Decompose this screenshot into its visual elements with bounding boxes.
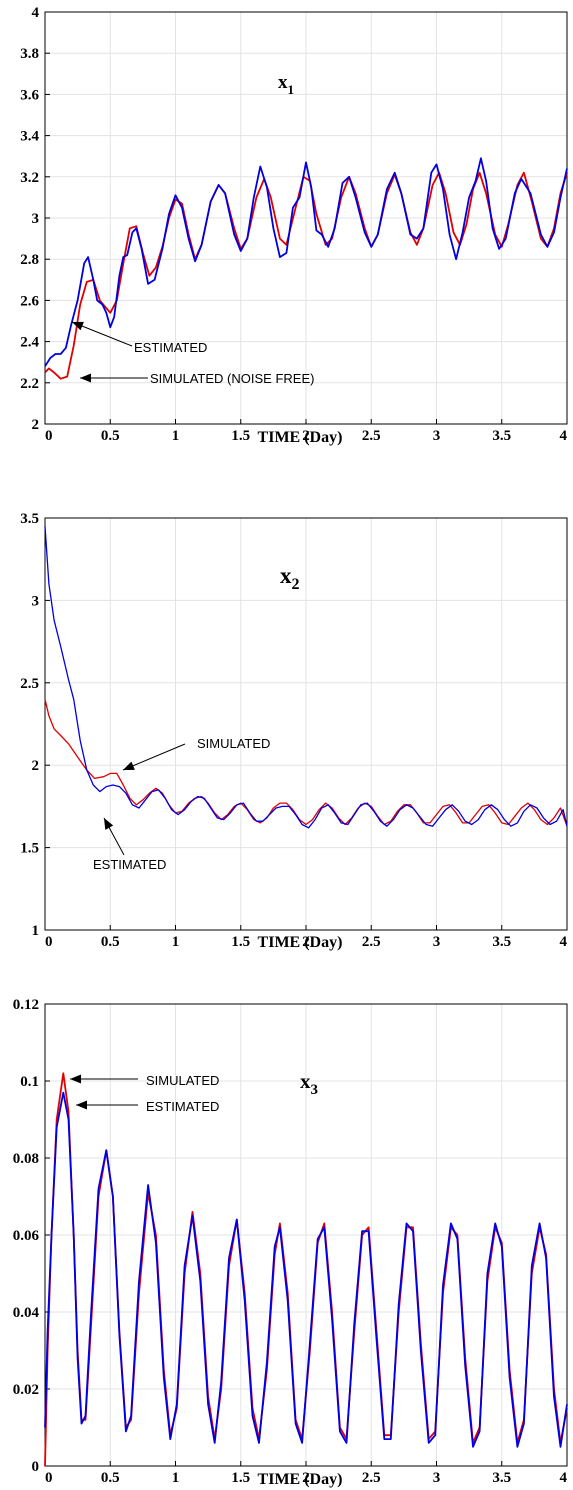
x-tick-label: 3 xyxy=(433,934,441,950)
x-tick-label: 2.5 xyxy=(362,428,381,444)
y-tick-label: 3.4 xyxy=(20,129,39,145)
annotation-arrow-head xyxy=(123,761,135,770)
annotation-label: SIMULATED xyxy=(146,1073,219,1088)
y-tick-label: 1.5 xyxy=(20,841,39,857)
y-tick-label: 0.08 xyxy=(13,1151,39,1167)
annotation-arrow-head xyxy=(80,373,91,383)
x-tick-label: 1 xyxy=(172,1470,180,1486)
y-tick-label: 0.1 xyxy=(20,1074,39,1090)
y-tick-label: 2.2 xyxy=(20,376,39,392)
x-tick-label: 0.5 xyxy=(101,1470,120,1486)
x-tick-label: 4 xyxy=(560,428,568,444)
x-tick-label: 0.5 xyxy=(101,934,120,950)
x-tick-label: 3.5 xyxy=(492,428,511,444)
y-tick-label: 0 xyxy=(32,1459,40,1475)
x-tick-label: 2.5 xyxy=(362,1470,381,1486)
annotation-arrow-head xyxy=(70,1074,81,1084)
chart-title: x1 xyxy=(278,72,294,97)
x-axis-label: TIME (Day) xyxy=(258,934,343,951)
x-tick-label: 2 xyxy=(302,428,310,444)
y-tick-label: 3 xyxy=(32,211,40,227)
x-tick-label: 1 xyxy=(172,934,180,950)
annotation-label: SIMULATED xyxy=(197,736,270,751)
plot-frame xyxy=(44,11,568,425)
x-tick-label: 0 xyxy=(45,1470,53,1486)
y-tick-label: 3.2 xyxy=(20,170,39,186)
annotation-arrow-line xyxy=(122,743,186,771)
y-tick-label: 3.6 xyxy=(20,87,39,103)
x-tick-label: 3 xyxy=(433,428,441,444)
y-tick-label: 3 xyxy=(32,593,40,609)
x-tick-label: 0 xyxy=(45,428,53,444)
x-tick-label: 2.5 xyxy=(362,934,381,950)
chart-title: x3 xyxy=(300,1069,318,1098)
x-tick-label: 4 xyxy=(560,934,568,950)
x-tick-label: 1 xyxy=(172,428,180,444)
x-axis-label: TIME (Day) xyxy=(258,1471,343,1488)
y-tick-label: 3.5 xyxy=(20,511,39,527)
series-line-1 xyxy=(44,1091,568,1448)
y-tick-label: 2.4 xyxy=(20,335,39,351)
series-line-1 xyxy=(44,157,568,367)
x-tick-label: 3 xyxy=(433,1470,441,1486)
plot-frame xyxy=(44,517,568,931)
x-tick-label: 3.5 xyxy=(492,934,511,950)
y-tick-label: 2 xyxy=(32,758,40,774)
x2-chart: 0 0.5 1 1.5 2 2.5 3 3.5 4 1 1.5 2 2.5 3 3.5 x2 TIME (Day… xyxy=(20,511,568,951)
x-tick-label: 2 xyxy=(302,934,310,950)
series-line-1 xyxy=(44,526,568,829)
annotation-label: ESTIMATED xyxy=(134,340,207,355)
annotation-label: SIMULATED (NOISE FREE) xyxy=(150,371,314,386)
y-tick-label: 2.5 xyxy=(20,676,39,692)
annotation-label: ESTIMATED xyxy=(146,1099,219,1114)
x1-chart: 0 0.5 1 1.5 2 2.5 3 3.5 4 2 2.2 2.4 2.6 2.8 3 3.2 3.4 3.6… xyxy=(20,5,568,446)
annotation-label: ESTIMATED xyxy=(93,857,166,872)
y-tick-label: 4 xyxy=(32,5,40,21)
annotation-arrow-head xyxy=(72,321,84,331)
y-tick-label: 0.06 xyxy=(13,1228,40,1244)
y-tick-label: 0.02 xyxy=(13,1382,39,1398)
x-tick-label: 2 xyxy=(302,1470,310,1486)
x-tick-label: 4 xyxy=(560,1470,568,1486)
annotation-arrow-head xyxy=(76,1100,87,1110)
y-tick-label: 0.04 xyxy=(13,1305,40,1321)
y-tick-label: 2.8 xyxy=(20,252,39,268)
x-tick-label: 1.5 xyxy=(231,1470,250,1486)
y-tick-label: 2 xyxy=(32,417,40,433)
x-tick-label: 3.5 xyxy=(492,1470,511,1486)
series-line-0 xyxy=(44,699,568,827)
chart-title: x2 xyxy=(280,563,300,593)
x3-chart: 0 0.5 1 1.5 2 2.5 3 3.5 4 0 0.02 0.04 0.06 0.08 0.1 0.1… xyxy=(13,997,568,1488)
x-tick-label: 0.5 xyxy=(101,428,120,444)
y-tick-label: 2.6 xyxy=(20,293,39,309)
plot-frame xyxy=(44,1003,568,1467)
y-tick-label: 0.12 xyxy=(13,997,39,1013)
x-tick-label: 1.5 xyxy=(231,428,250,444)
x-axis-label: TIME (Day) xyxy=(258,429,343,446)
x-tick-label: 1.5 xyxy=(231,934,250,950)
y-tick-label: 1 xyxy=(32,923,40,939)
x-tick-label: 0 xyxy=(45,934,53,950)
y-tick-label: 3.8 xyxy=(20,46,39,62)
annotation-arrow-head xyxy=(104,818,114,830)
